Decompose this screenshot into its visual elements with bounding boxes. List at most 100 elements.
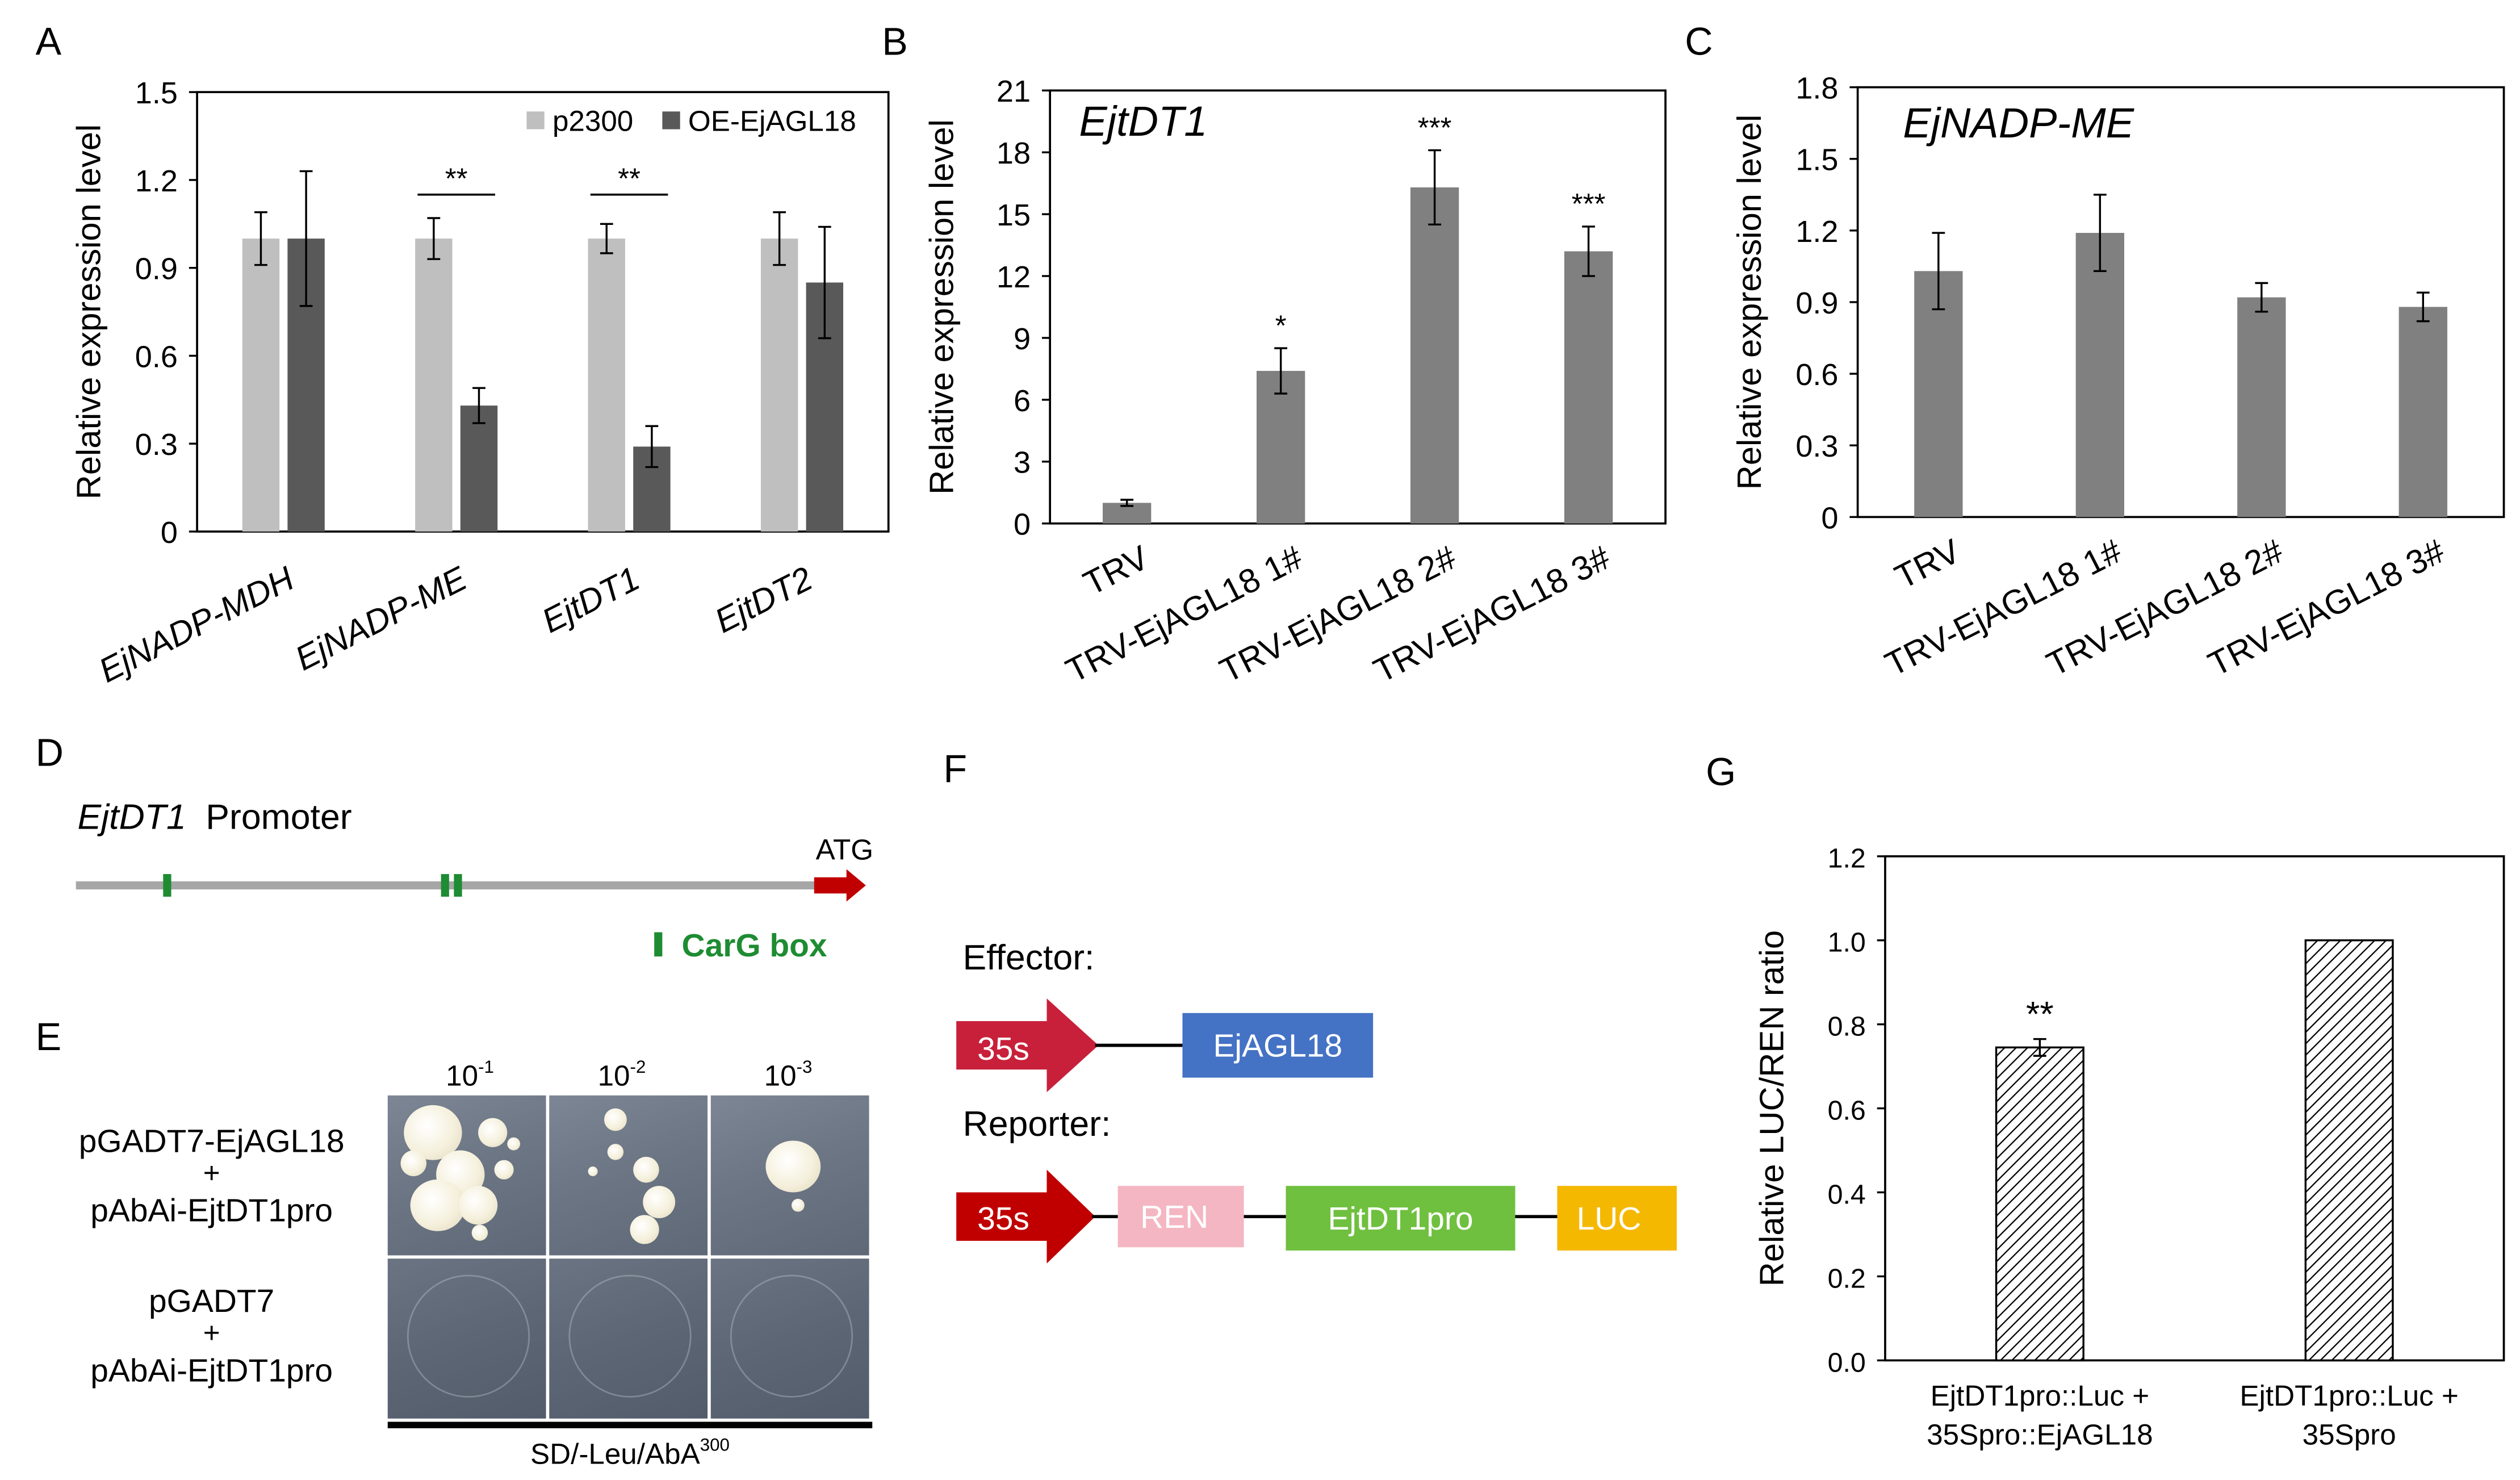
significance-mark: *	[1275, 309, 1287, 341]
y-tick-label: 0.6	[1828, 1095, 1866, 1126]
y-axis-label: Relative expression level	[922, 119, 960, 495]
medium-label: SD/-Leu/AbA300	[530, 1435, 730, 1470]
y-tick-label: 0	[1014, 508, 1031, 542]
effector-gene-label: EjAGL18	[1213, 1028, 1342, 1064]
y-tick-label: 0	[1821, 501, 1838, 535]
luc-label: LUC	[1577, 1201, 1642, 1237]
y-tick-label: 15	[997, 198, 1031, 232]
bar-p2300	[415, 239, 453, 532]
y-tick-label: 0.8	[1828, 1011, 1866, 1042]
panel-label-e: E	[36, 1015, 62, 1059]
row1-plus: +	[203, 1156, 220, 1189]
y-tick-label: 6	[1014, 384, 1031, 418]
y-axis-label: Relative expression level	[69, 124, 107, 500]
y-tick-label: 0.3	[1795, 429, 1838, 463]
x-tick-label: EjtDT1	[536, 559, 646, 641]
plate-cell-r1-c2	[549, 1095, 708, 1256]
significance-mark: ***	[1418, 111, 1452, 144]
atg-label: ATG	[816, 833, 873, 866]
significance-mark: **	[2026, 994, 2054, 1034]
row2-plus: +	[203, 1316, 220, 1349]
chart-c: C 0 0.3 0.6 0.9 1.2 1.5 1.8 Relative expression…	[1685, 20, 2505, 683]
chart-title: EjtDT1	[1079, 98, 1207, 145]
y-tick-label: 0.4	[1828, 1179, 1866, 1210]
x-tick-label: TRV	[1889, 532, 1966, 596]
carg-box-2	[441, 874, 449, 897]
pro-box	[1286, 1186, 1516, 1251]
bar-ejnadp-me	[2237, 297, 2286, 517]
y-tick-label: 18	[997, 136, 1031, 170]
reporter-35s-label: 35s	[977, 1201, 1029, 1237]
bar-ejtdt1	[1564, 251, 1613, 524]
y-tick-label: 1.0	[1828, 927, 1866, 958]
y-tick-label: 1.5	[135, 76, 178, 110]
carg-legend-label: CarG box	[682, 927, 827, 964]
bar-ratio	[2304, 939, 2394, 1362]
carg-legend-swatch	[654, 932, 663, 957]
legend-label: OE-EjAGL18	[688, 104, 856, 137]
y-tick-label: 0.6	[135, 340, 178, 374]
plate-cell-r1-c3	[710, 1095, 869, 1256]
y-tick-label: 1.2	[1795, 215, 1838, 249]
constructs-diagram: F Effector: 35s EjAGL18 Reporter: 35s RE…	[943, 747, 1677, 1264]
atg-arrow	[814, 869, 866, 902]
effector-gene-box	[1182, 1013, 1374, 1078]
luc-box	[1557, 1186, 1677, 1251]
chart-a: A 0 0.3 0.6 0.9 1.2 1.5 Relative expression le…	[36, 20, 890, 690]
ren-box	[1117, 1186, 1244, 1248]
row1-line2: pAbAi-EjtDT1pro	[90, 1193, 333, 1229]
dilution-3: 10-3	[764, 1057, 813, 1092]
x-tick-label: 35Spro	[2303, 1418, 2396, 1450]
effector-35s-label: 35s	[977, 1031, 1029, 1067]
chart-g: G 0.0 0.2 0.4 0.6 0.8 1.0 1.2 Relative LUC/REN …	[1706, 751, 2505, 1450]
plot-frame	[1049, 89, 1667, 525]
x-tick-label: TRV	[1077, 538, 1154, 603]
bar-ratio	[1995, 1046, 2084, 1362]
panel-label-d: D	[36, 731, 64, 774]
panel-label-g: G	[1706, 751, 1736, 794]
x-tick-label: EjNADP-MDH	[93, 559, 300, 689]
panel-label-a: A	[36, 20, 62, 64]
plate-cell-r1-c1	[387, 1095, 546, 1256]
ren-label: REN	[1140, 1199, 1208, 1235]
panel-label-c: C	[1685, 20, 1713, 64]
effector-label: Effector:	[963, 938, 1095, 977]
legend-swatch	[662, 111, 680, 129]
y-tick-label: 0.3	[135, 428, 178, 462]
y-tick-label: 0.6	[1795, 358, 1838, 392]
bar-ejtdt1	[1410, 187, 1459, 524]
panel-label-b: B	[882, 20, 908, 64]
carg-box-1	[163, 874, 171, 897]
panel-label-f: F	[943, 747, 967, 791]
bar-p2300	[760, 239, 798, 532]
reporter-35s-arrow	[956, 1169, 1095, 1264]
promoter-gene: EjtDT1	[78, 797, 186, 837]
y-tick-label: 12	[997, 260, 1031, 294]
y-tick-label: 1.2	[1828, 843, 1866, 874]
y-tick-label: 1.8	[1795, 72, 1838, 106]
promoter-title: EjtDT1 Promoter	[78, 797, 352, 837]
dilution-1: 10-1	[446, 1057, 494, 1092]
y-tick-label: 21	[997, 74, 1031, 108]
x-tick-label: 35Spro::EjAGL18	[1927, 1418, 2153, 1450]
reporter-label: Reporter:	[963, 1104, 1111, 1144]
dilution-2: 10-2	[598, 1057, 646, 1092]
plate-cell-r2-c2	[549, 1259, 708, 1419]
bar-ejnadp-me	[1914, 271, 1963, 517]
y-tick-label: 0.9	[1795, 286, 1838, 320]
bar-p2300	[242, 239, 280, 532]
x-tick-label: EjNADP-ME	[289, 559, 473, 678]
carg-box-3	[454, 874, 462, 897]
row1-line1: pGADT7-EjAGL18	[79, 1123, 345, 1159]
promoter-word: Promoter	[206, 797, 351, 837]
plate-cell-r2-c3	[710, 1259, 869, 1419]
effector-35s-arrow	[956, 998, 1099, 1093]
bar-oe-ejagl18	[460, 405, 498, 532]
promoter-diagram: D EjtDT1 Promoter ATG CarG box	[36, 731, 874, 964]
medium-bar	[387, 1422, 873, 1428]
y-axis-label: Relative expression level	[1730, 115, 1768, 490]
significance-mark: **	[445, 162, 468, 194]
chart-b: B 0 3 6 9 12 15 18 21 Relative expression level E…	[882, 20, 1667, 690]
y-tick-label: 0.2	[1828, 1263, 1866, 1294]
